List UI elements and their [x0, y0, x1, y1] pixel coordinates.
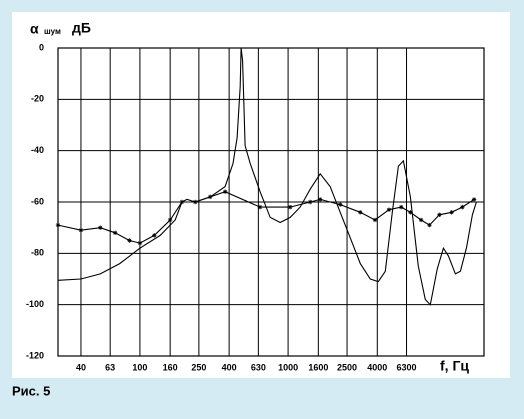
x-tick-label: 40	[76, 362, 86, 372]
data-marker	[167, 217, 173, 223]
data-marker	[137, 240, 143, 246]
x-label: f, Гц	[440, 358, 469, 374]
x-tick-label: 1000	[278, 362, 298, 372]
x-tick-label: 4000	[367, 362, 387, 372]
y-unit: дБ	[72, 20, 91, 36]
data-line	[57, 191, 475, 244]
x-tick-label: 63	[105, 362, 115, 372]
x-tick-label: 250	[191, 362, 206, 372]
data-marker	[372, 217, 378, 223]
data-marker	[399, 204, 404, 210]
x-tick-label: 6300	[397, 362, 417, 372]
data-marker	[427, 222, 432, 228]
data-marker	[257, 204, 263, 210]
data-marker	[192, 199, 198, 205]
data-marker	[55, 222, 61, 228]
y-tick-label: -40	[31, 145, 44, 155]
y-tick-label: -20	[31, 94, 44, 104]
x-tick-label: 2500	[337, 362, 357, 372]
y-tick-label: -80	[31, 248, 44, 258]
data-marker	[418, 217, 424, 223]
x-tick-label: 160	[163, 362, 178, 372]
data-marker	[437, 212, 442, 218]
x-tick-label: 100	[132, 362, 147, 372]
y-tick-label: -120	[26, 350, 44, 360]
data-marker	[449, 210, 454, 215]
data-marker	[408, 210, 413, 215]
data-marker	[207, 194, 213, 200]
y-tick-label: -60	[31, 196, 44, 206]
x-tick-label: 1600	[308, 362, 328, 372]
data-marker	[358, 210, 363, 215]
data-marker	[386, 207, 392, 212]
data-marker	[318, 197, 323, 202]
data-marker	[338, 202, 343, 207]
data-marker	[78, 228, 84, 233]
data-marker	[307, 199, 313, 205]
data-marker	[179, 199, 185, 205]
data-line	[57, 47, 477, 306]
data-marker	[460, 204, 465, 210]
y-tick-label: 0	[39, 42, 44, 52]
data-marker	[471, 197, 477, 202]
x-tick-label: 630	[251, 362, 266, 372]
y-label-sub: шум	[44, 27, 61, 36]
caption: Рис. 5	[12, 383, 50, 398]
data-marker	[222, 189, 228, 194]
data-marker	[112, 230, 118, 235]
y-label: α	[30, 21, 39, 37]
data-marker	[127, 238, 132, 243]
plot-frame	[57, 47, 485, 357]
x-tick-label: 400	[222, 362, 237, 372]
data-marker	[152, 233, 157, 238]
data-marker	[98, 225, 103, 230]
y-tick-label: -100	[26, 299, 44, 309]
data-marker	[287, 204, 293, 210]
